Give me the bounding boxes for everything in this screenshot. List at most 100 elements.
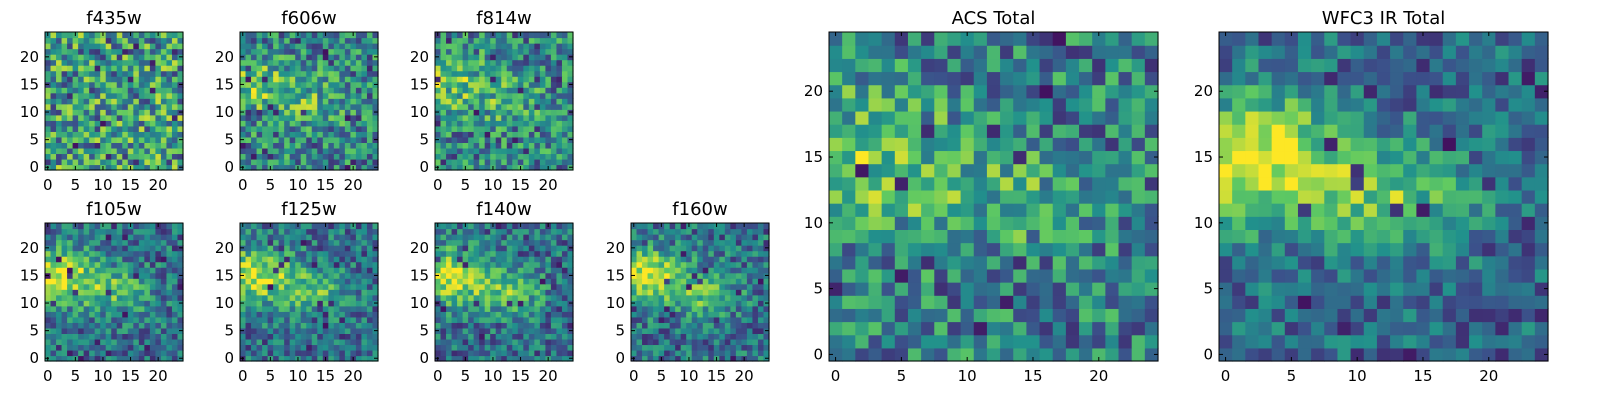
heatmap-cell xyxy=(490,37,497,44)
heatmap-cell xyxy=(697,272,704,279)
heatmap-cell xyxy=(61,98,68,105)
heatmap-cell xyxy=(506,355,513,362)
heatmap-cell xyxy=(752,245,759,252)
heatmap-cell xyxy=(171,59,179,66)
heatmap-cell xyxy=(50,234,57,241)
heatmap-cell xyxy=(138,234,145,241)
heatmap-cell xyxy=(333,294,340,301)
heatmap-cell xyxy=(647,250,654,257)
heatmap-cell xyxy=(561,109,569,116)
heatmap-cell xyxy=(501,223,508,230)
heatmap-cell xyxy=(829,242,843,257)
heatmap-cell xyxy=(105,311,112,318)
heatmap-cell xyxy=(435,142,442,149)
heatmap-cell xyxy=(973,347,988,362)
heatmap-cell xyxy=(344,131,351,138)
heatmap-cell xyxy=(512,333,519,340)
heatmap-cell xyxy=(149,316,156,323)
heatmap-cell xyxy=(89,81,96,88)
heatmap-cell xyxy=(149,283,156,290)
heatmap-cell xyxy=(457,131,464,138)
heatmap-cell xyxy=(451,37,458,44)
heatmap-cell xyxy=(1144,189,1159,204)
heatmap-cell xyxy=(468,81,475,88)
heatmap-cell xyxy=(550,234,558,241)
heatmap-cell xyxy=(556,272,563,279)
heatmap-cell xyxy=(245,300,252,307)
heatmap-cell xyxy=(986,347,1001,362)
heatmap-cell xyxy=(94,327,101,334)
heatmap-cell xyxy=(986,189,1001,204)
heatmap-cell xyxy=(111,300,118,307)
heatmap-cell xyxy=(160,109,168,116)
heatmap-cell xyxy=(468,142,475,149)
heatmap-cell xyxy=(105,300,112,307)
heatmap-cell xyxy=(960,242,975,257)
heatmap-cell xyxy=(67,245,74,252)
heatmap-cell xyxy=(468,305,475,312)
heatmap-cell xyxy=(350,43,357,50)
heatmap-cell xyxy=(295,76,302,83)
heatmap-cell xyxy=(122,87,129,94)
heatmap-cell xyxy=(468,327,475,334)
heatmap-cell xyxy=(881,189,896,204)
heatmap-cell xyxy=(473,70,480,77)
heatmap-cell xyxy=(177,278,184,285)
heatmap-cell xyxy=(550,142,558,149)
heatmap-cell xyxy=(284,228,291,235)
heatmap-cell xyxy=(61,65,68,72)
heatmap-cell xyxy=(339,338,346,346)
heatmap-cell xyxy=(479,37,486,44)
heatmap-cell xyxy=(842,255,856,270)
heatmap-cell xyxy=(545,322,552,329)
heatmap-cell xyxy=(528,267,535,274)
heatmap-cell xyxy=(328,153,335,160)
heatmap-cell xyxy=(240,65,247,72)
heatmap-cell xyxy=(479,300,486,307)
heatmap-cell xyxy=(245,147,252,155)
heatmap-cell xyxy=(111,245,118,252)
heatmap-cell xyxy=(366,289,374,296)
heatmap-cell xyxy=(713,294,720,301)
heatmap-cell xyxy=(67,70,74,77)
heatmap-cell xyxy=(763,250,770,257)
heatmap-cell xyxy=(262,32,269,39)
heatmap-cell xyxy=(1105,203,1120,217)
heatmap-cell xyxy=(719,316,726,323)
y-tick-label: 20 xyxy=(410,48,429,66)
heatmap-cell xyxy=(1131,216,1146,230)
heatmap-cell xyxy=(256,147,263,155)
heatmap-cell xyxy=(245,54,252,61)
heatmap-cell xyxy=(295,267,302,274)
heatmap-cell xyxy=(350,256,357,263)
heatmap-cell xyxy=(251,278,258,285)
x-tick-label: 0 xyxy=(629,367,639,385)
heatmap-cell xyxy=(561,65,569,72)
heatmap-cell xyxy=(1079,268,1093,283)
heatmap-cell xyxy=(262,65,269,72)
heatmap-cell xyxy=(446,37,453,44)
heatmap-cell xyxy=(116,256,123,263)
heatmap-cell xyxy=(122,136,129,143)
heatmap-cell xyxy=(539,70,546,77)
heatmap-cell xyxy=(262,267,269,274)
heatmap-cell xyxy=(322,153,329,160)
heatmap-cell xyxy=(947,242,962,257)
heatmap-cell xyxy=(366,81,374,88)
heatmap-cell xyxy=(251,355,258,362)
heatmap-cell xyxy=(284,349,291,357)
heatmap-cell xyxy=(462,125,469,132)
heatmap-cell xyxy=(72,283,79,290)
heatmap-cell xyxy=(468,109,475,116)
heatmap-cell xyxy=(339,234,346,241)
heatmap-cell xyxy=(730,338,737,346)
heatmap-cell xyxy=(328,70,335,77)
heatmap-cell xyxy=(344,316,351,323)
heatmap-cell xyxy=(133,92,140,99)
heatmap-cell xyxy=(83,136,90,143)
heatmap-cell xyxy=(730,223,737,230)
heatmap-cell xyxy=(160,92,168,99)
heatmap-cell xyxy=(111,43,118,50)
heatmap-cell xyxy=(149,327,156,334)
